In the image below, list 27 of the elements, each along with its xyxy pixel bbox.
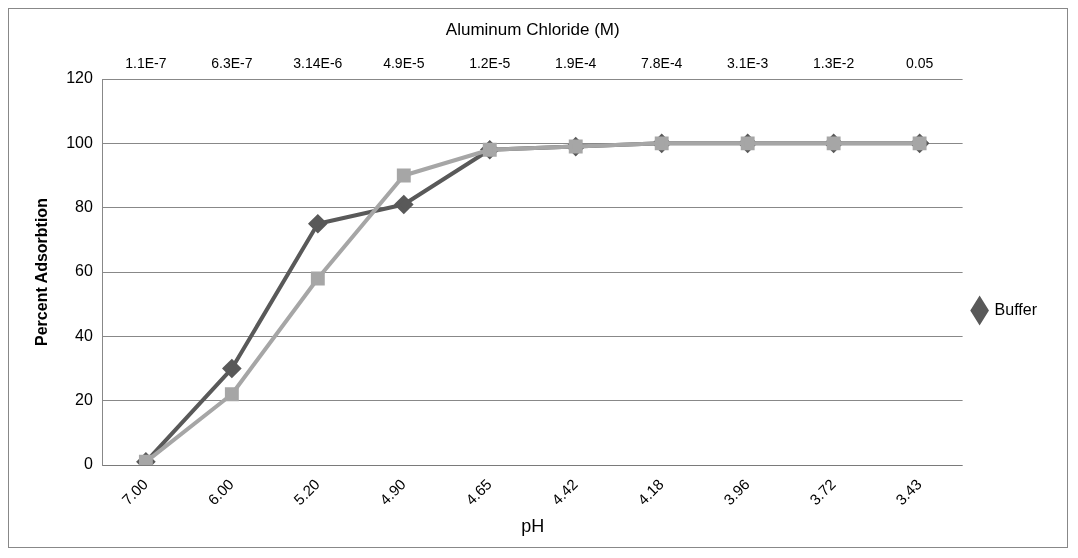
y-axis-title: Percent Adsorbtion <box>33 198 51 346</box>
x-axis-title: pH <box>521 516 545 537</box>
text: 1.9E-4 <box>555 54 597 71</box>
x-tick-label: 7.00 <box>118 475 151 509</box>
y-tick-label: 80 <box>75 198 93 216</box>
y-tick-label: 40 <box>75 326 93 344</box>
text: 4.9E-5 <box>383 54 425 71</box>
y-tick-label: 20 <box>75 391 93 409</box>
x-tick-label: 6.00 <box>204 475 237 509</box>
y-tick-label: 120 <box>66 69 93 87</box>
text: 6.3E-7 <box>211 54 253 71</box>
y-tick-label: 60 <box>75 262 93 280</box>
text: 1.3E-2 <box>813 54 855 71</box>
text: 3.1E-3 <box>727 54 769 71</box>
x-tick-label: 4.42 <box>548 475 581 509</box>
text: 7.8E-4 <box>641 54 683 71</box>
text: 3.14E-6 <box>293 54 343 71</box>
x-tick-label: 4.90 <box>376 475 409 509</box>
x-tick-label: 4.65 <box>462 475 495 509</box>
text: 1.1E-7 <box>125 54 167 71</box>
x-tick-label: 4.18 <box>634 475 667 509</box>
text: 1.2E-5 <box>469 54 511 71</box>
y-tick-label: 100 <box>66 133 93 151</box>
legend-label: Buffer <box>994 300 1038 318</box>
x2-axis-title: Aluminum Chloride (M) <box>445 20 620 40</box>
text: 0.05 <box>905 54 934 71</box>
y-tick-label: 0 <box>83 455 93 473</box>
